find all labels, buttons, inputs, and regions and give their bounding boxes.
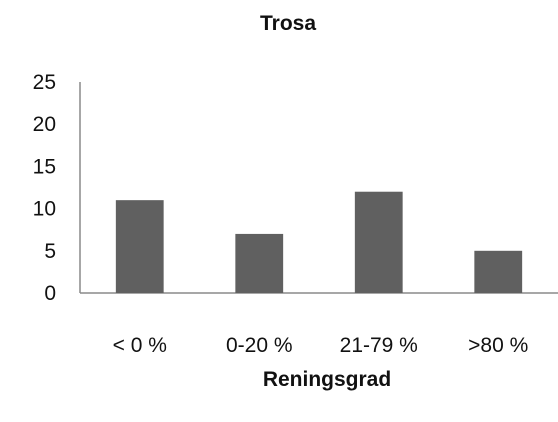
- chart-title: Trosa: [260, 12, 316, 35]
- y-tick-label: 5: [44, 240, 56, 263]
- x-tick-label: 21-79 %: [340, 334, 418, 357]
- bar: [354, 191, 403, 293]
- x-tick-label: < 0 %: [113, 334, 167, 357]
- x-tick-labels: < 0 % 0-20 % 21-79 % >80 %: [113, 334, 529, 357]
- y-tick-labels: 0 5 10 15 20 25: [33, 71, 56, 305]
- y-tick-label: 0: [44, 282, 56, 305]
- bar: [474, 250, 523, 293]
- bar: [115, 200, 164, 293]
- bars: [115, 191, 523, 293]
- x-tick-label: 0-20 %: [226, 334, 293, 357]
- x-tick-label: >80 %: [468, 334, 528, 357]
- y-tick-label: 20: [33, 113, 56, 136]
- x-axis-label: Reningsgrad: [263, 368, 391, 391]
- bar: [235, 233, 284, 293]
- y-tick-label: 10: [33, 198, 56, 221]
- y-tick-label: 15: [33, 155, 56, 178]
- y-tick-label: 25: [33, 71, 56, 94]
